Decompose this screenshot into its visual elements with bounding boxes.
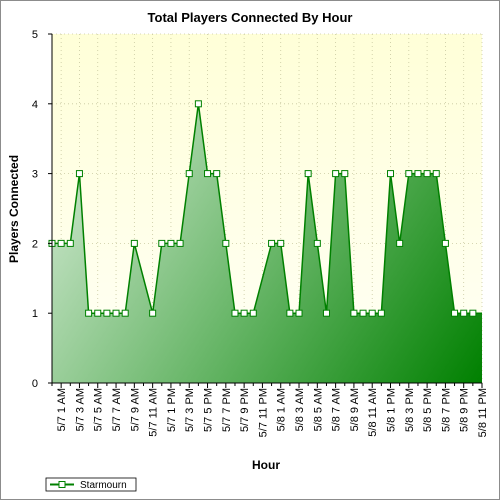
legend-label: Starmourn xyxy=(80,480,127,491)
data-point xyxy=(130,239,138,247)
data-point xyxy=(350,309,358,317)
legend-swatch-marker xyxy=(58,481,66,488)
data-point xyxy=(368,309,376,317)
data-point xyxy=(414,170,422,178)
x-axis-ticks: 5/7 1 AM 5/7 3 AM 5/7 5 AM 5/7 7 AM 5/7 9 AM… xyxy=(51,383,489,437)
data-point xyxy=(277,239,285,247)
x-tick-label: 5/8 7 PM xyxy=(440,388,452,432)
data-point xyxy=(313,239,321,247)
data-point xyxy=(112,309,120,317)
series-points xyxy=(48,100,477,317)
x-tick-label: 5/7 5 AM xyxy=(93,388,105,431)
y-axis-title: Players Connected xyxy=(7,155,21,263)
data-point xyxy=(103,309,111,317)
x-tick-label: 5/8 11 PM xyxy=(477,388,489,437)
data-point xyxy=(432,170,440,178)
y-axis-ticks: 0 1 2 3 4 5 xyxy=(32,29,52,390)
data-point xyxy=(341,170,349,178)
data-point xyxy=(396,239,404,247)
x-axis-title: Hour xyxy=(252,458,280,472)
x-tick-label: 5/8 11 AM xyxy=(367,388,379,437)
legend: Starmourn xyxy=(45,477,137,492)
data-point xyxy=(204,170,212,178)
data-point xyxy=(286,309,294,317)
data-point xyxy=(451,309,459,317)
data-point xyxy=(213,170,221,178)
data-point xyxy=(441,239,449,247)
y-tick-label: 3 xyxy=(32,169,38,181)
y-tick-label: 1 xyxy=(32,308,38,320)
x-tick-label: 5/7 9 PM xyxy=(239,388,251,432)
data-point xyxy=(94,309,102,317)
data-point xyxy=(304,170,312,178)
x-tick-label: 5/7 5 PM xyxy=(203,388,215,432)
data-point xyxy=(85,309,93,317)
data-point xyxy=(359,309,367,317)
x-tick-label: 5/7 7 PM xyxy=(221,388,233,432)
legend-box xyxy=(45,477,137,492)
data-point xyxy=(167,239,175,247)
data-point xyxy=(149,309,157,317)
y-tick-label: 0 xyxy=(32,378,38,390)
data-point xyxy=(121,309,129,317)
data-point xyxy=(158,239,166,247)
x-tick-label: 5/7 3 PM xyxy=(184,388,196,432)
x-tick-label: 5/8 5 PM xyxy=(422,388,434,432)
data-point xyxy=(185,170,193,178)
x-tick-label: 5/8 3 AM xyxy=(294,388,306,431)
y-tick-label: 4 xyxy=(32,99,38,111)
data-point xyxy=(322,309,330,317)
chart-title: Total Players Connected By Hour xyxy=(148,10,353,25)
data-point xyxy=(469,309,477,317)
data-point xyxy=(176,239,184,247)
data-point xyxy=(268,239,276,247)
data-point xyxy=(332,170,340,178)
data-point xyxy=(75,170,83,178)
data-point xyxy=(295,309,303,317)
data-point xyxy=(387,170,395,178)
data-point xyxy=(249,309,257,317)
data-point xyxy=(66,239,74,247)
x-tick-label: 5/7 9 AM xyxy=(129,388,141,431)
data-point xyxy=(460,309,468,317)
x-tick-label: 5/8 3 PM xyxy=(404,388,416,432)
y-tick-label: 5 xyxy=(32,29,38,41)
x-tick-label: 5/8 1 PM xyxy=(386,388,398,432)
x-tick-label: 5/7 1 PM xyxy=(166,388,178,432)
x-tick-label: 5/7 11 AM xyxy=(148,388,160,437)
data-point xyxy=(222,239,230,247)
y-tick-label: 2 xyxy=(32,238,38,250)
data-point xyxy=(423,170,431,178)
data-point xyxy=(231,309,239,317)
data-point xyxy=(194,100,202,108)
x-tick-label: 5/7 3 AM xyxy=(74,388,86,431)
x-tick-label: 5/7 11 PM xyxy=(257,388,269,437)
data-point xyxy=(57,239,65,247)
data-point xyxy=(240,309,248,317)
x-tick-label: 5/7 7 AM xyxy=(111,388,123,431)
x-tick-label: 5/8 7 AM xyxy=(331,388,343,431)
x-tick-label: 5/8 1 AM xyxy=(276,388,288,431)
x-tick-label: 5/8 5 AM xyxy=(312,388,324,431)
x-tick-label: 5/7 1 AM xyxy=(56,388,68,431)
x-tick-label: 5/8 9 PM xyxy=(459,388,471,432)
data-point xyxy=(377,309,385,317)
x-tick-label: 5/8 9 AM xyxy=(349,388,361,431)
data-point xyxy=(405,170,413,178)
